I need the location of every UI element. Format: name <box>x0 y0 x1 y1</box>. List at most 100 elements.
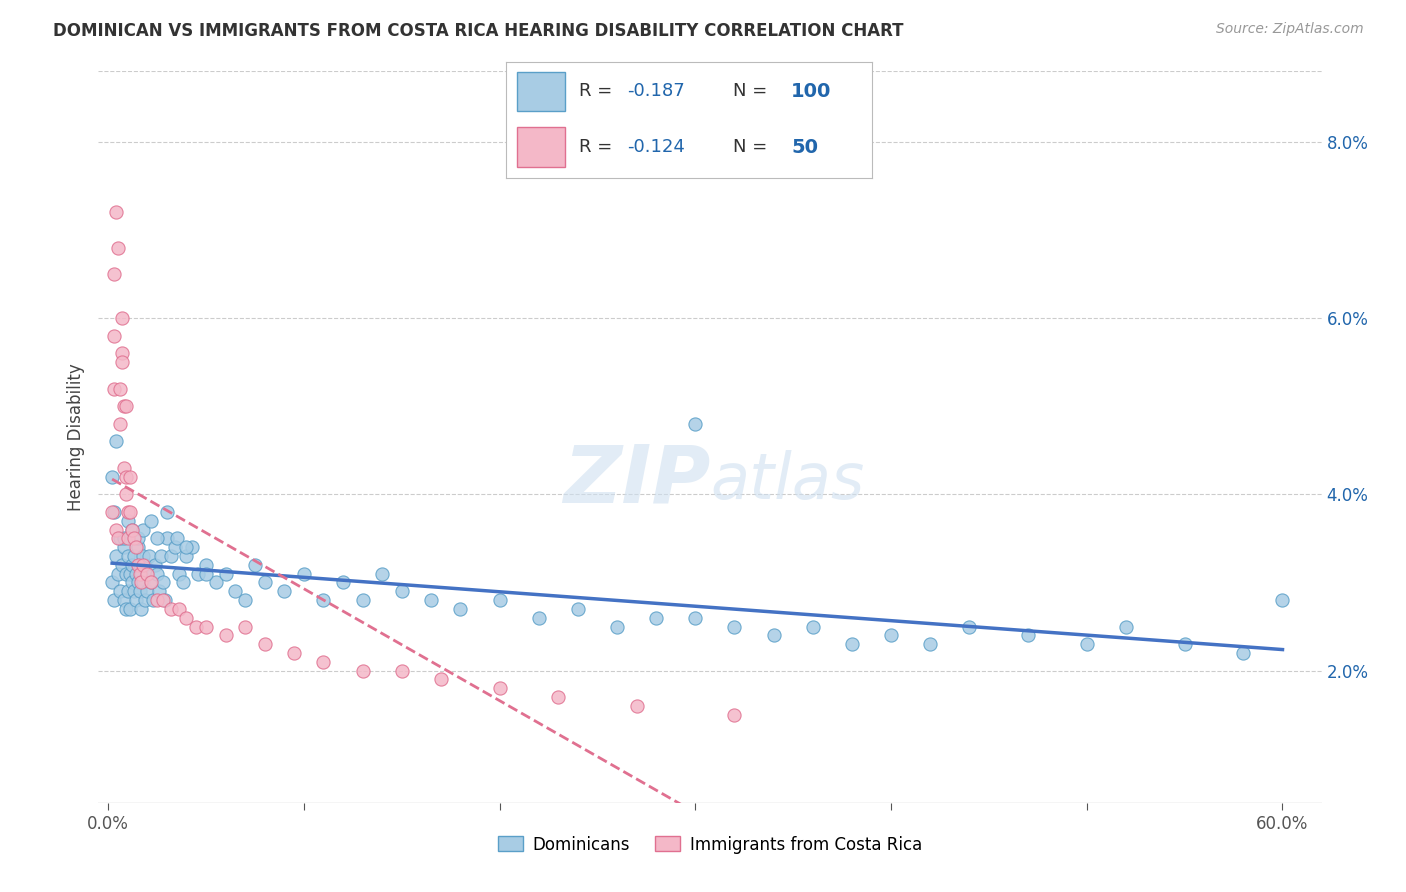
Point <box>253 575 276 590</box>
Point <box>117 505 139 519</box>
Point <box>114 487 136 501</box>
Point <box>146 532 169 546</box>
Point <box>108 417 131 431</box>
Point <box>626 698 648 713</box>
Point <box>111 346 134 360</box>
Point <box>141 514 163 528</box>
Point <box>762 628 785 642</box>
Point <box>112 540 135 554</box>
Point <box>195 619 218 633</box>
Text: N =: N = <box>733 138 773 156</box>
Text: R =: R = <box>579 138 619 156</box>
Legend: Dominicans, Immigrants from Costa Rica: Dominicans, Immigrants from Costa Rica <box>491 829 929 860</box>
Point <box>132 575 155 590</box>
Point <box>273 584 295 599</box>
Point <box>105 205 128 219</box>
Point <box>127 532 149 546</box>
Point <box>352 664 374 678</box>
Point <box>371 566 394 581</box>
Point <box>152 593 174 607</box>
Point <box>103 267 125 281</box>
Point <box>112 593 135 607</box>
Point <box>685 417 707 431</box>
Point <box>107 241 129 255</box>
Point <box>101 505 124 519</box>
Point <box>645 611 668 625</box>
Point <box>957 619 980 633</box>
Point <box>723 619 745 633</box>
Point <box>111 355 134 369</box>
Point <box>181 540 204 554</box>
Point <box>111 311 134 326</box>
Point <box>111 558 134 572</box>
Point <box>117 532 139 546</box>
Point <box>205 575 228 590</box>
Point <box>118 505 141 519</box>
Point <box>450 602 472 616</box>
Point <box>146 566 169 581</box>
Point <box>132 558 155 572</box>
Point <box>138 549 160 563</box>
Point <box>163 540 186 554</box>
Point <box>112 399 135 413</box>
Text: -0.124: -0.124 <box>627 138 685 156</box>
Point <box>1271 593 1294 607</box>
Point <box>224 584 246 599</box>
Point <box>430 673 453 687</box>
Point <box>124 593 146 607</box>
Point <box>121 558 143 572</box>
Point <box>172 575 194 590</box>
Point <box>156 532 179 546</box>
Text: R =: R = <box>579 82 619 101</box>
Point <box>214 628 236 642</box>
Point <box>391 584 413 599</box>
Point <box>108 382 131 396</box>
Point <box>243 558 266 572</box>
FancyBboxPatch shape <box>517 71 565 112</box>
Text: -0.187: -0.187 <box>627 82 685 101</box>
Point <box>488 593 510 607</box>
Point <box>352 593 374 607</box>
Point <box>723 707 745 722</box>
Point <box>233 593 256 607</box>
Point <box>103 382 125 396</box>
FancyBboxPatch shape <box>517 128 565 167</box>
Text: ZIP: ZIP <box>562 442 710 520</box>
Point <box>527 611 550 625</box>
Point <box>420 593 443 607</box>
Point <box>142 593 165 607</box>
Point <box>103 593 125 607</box>
Point <box>128 566 150 581</box>
Text: N =: N = <box>733 82 773 101</box>
Point <box>1174 637 1197 651</box>
Point <box>121 523 143 537</box>
Point <box>105 434 128 449</box>
Point <box>1115 619 1137 633</box>
Point <box>841 637 863 651</box>
Point <box>253 637 276 651</box>
Point <box>150 549 173 563</box>
Point <box>195 558 218 572</box>
Point <box>176 611 198 625</box>
Point <box>160 549 183 563</box>
Point <box>136 566 159 581</box>
Point <box>141 575 163 590</box>
Point <box>117 514 139 528</box>
Text: 100: 100 <box>792 82 832 101</box>
Point <box>103 328 125 343</box>
Point <box>153 593 176 607</box>
Point <box>132 549 155 563</box>
Point <box>332 575 354 590</box>
Point <box>107 532 129 546</box>
Point <box>186 619 208 633</box>
Point <box>167 602 190 616</box>
Point <box>391 664 413 678</box>
Text: 50: 50 <box>792 137 818 157</box>
Point <box>136 566 159 581</box>
Point <box>105 549 128 563</box>
Point <box>685 611 707 625</box>
Point <box>292 566 315 581</box>
Point <box>880 628 903 642</box>
Point <box>1017 628 1039 642</box>
Point <box>121 523 143 537</box>
